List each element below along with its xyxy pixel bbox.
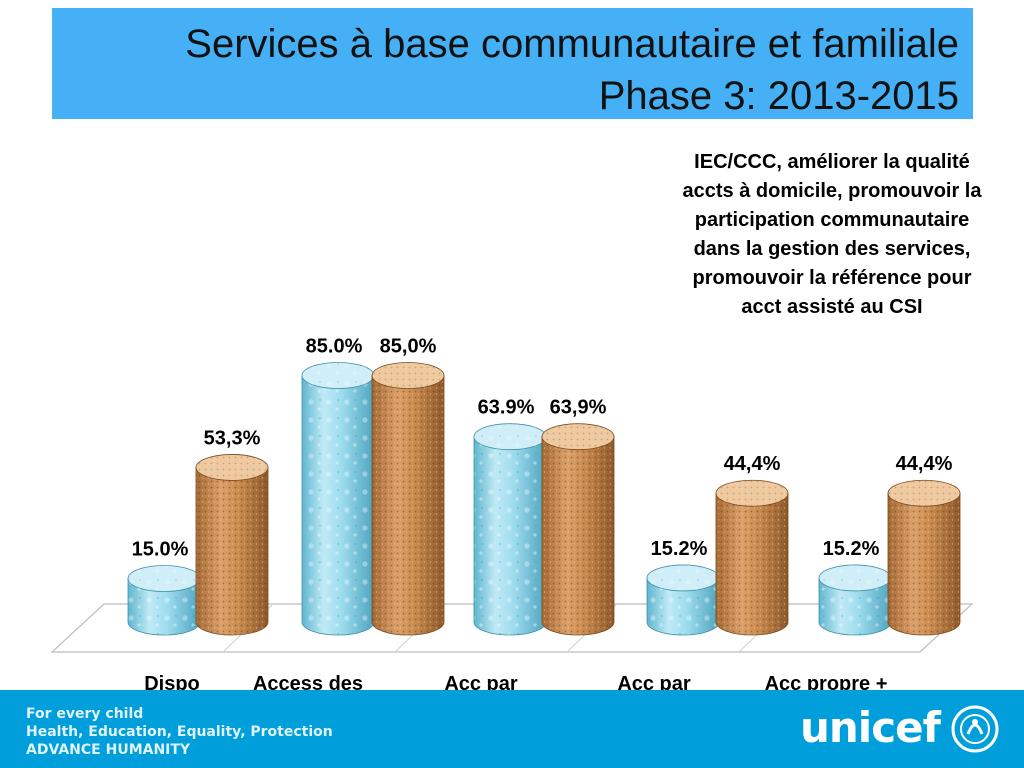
- series-1-bar-1: [301, 362, 375, 636]
- series-2-bar-1: [371, 362, 445, 636]
- series-1-bar-4: [818, 564, 892, 636]
- series-2-value-label-3: 44,4%: [724, 453, 781, 475]
- series-1-bar-2: [473, 423, 547, 636]
- footer-tagline-2: Health, Education, Equality, Protection: [26, 724, 333, 740]
- series-2-bar-3: [715, 479, 789, 636]
- series-2-bar-4: [887, 479, 961, 636]
- slide-title: Services à base communautaire et familia…: [185, 22, 959, 66]
- footer-tagline-1: For every child: [26, 706, 144, 722]
- series-2-value-label-1: 85,0%: [380, 336, 437, 358]
- series-2-bar-2: [541, 423, 615, 636]
- series-1-bar-3: [646, 564, 720, 636]
- series-2-bar-0: [195, 454, 269, 636]
- slide-subtitle: Phase 3: 2013-2015: [598, 74, 959, 118]
- chart-bars: [127, 362, 961, 636]
- series-1-bar-0: [127, 565, 201, 636]
- chart-data-labels: 15.0% 85.0% 63.9% 15.2% 15.2% 53,3% 85,0% 63,9%…: [132, 336, 953, 561]
- series-2-value-label-0: 53,3%: [204, 427, 261, 449]
- unicef-logo: unicef: [800, 703, 941, 752]
- series-1-value-label-1: 85.0%: [306, 336, 363, 358]
- chart-annotation: IEC/CCC, améliorer la qualité accts à do…: [682, 151, 982, 318]
- title-banner: Services à base communautaire et familia…: [52, 8, 973, 119]
- footer-banner: For every child Health, Education, Equal…: [0, 690, 1024, 768]
- unicef-emblem-icon: [951, 705, 999, 753]
- series-1-value-label-4: 15.2%: [823, 538, 880, 560]
- series-2-value-label-2: 63,9%: [550, 397, 607, 419]
- series-1-value-label-0: 15.0%: [132, 539, 189, 561]
- series-2-value-label-4: 44,4%: [896, 453, 953, 475]
- footer-tagline-3: ADVANCE HUMANITY: [26, 742, 191, 758]
- series-1-value-label-3: 15.2%: [651, 538, 708, 560]
- series-1-value-label-2: 63.9%: [478, 397, 535, 419]
